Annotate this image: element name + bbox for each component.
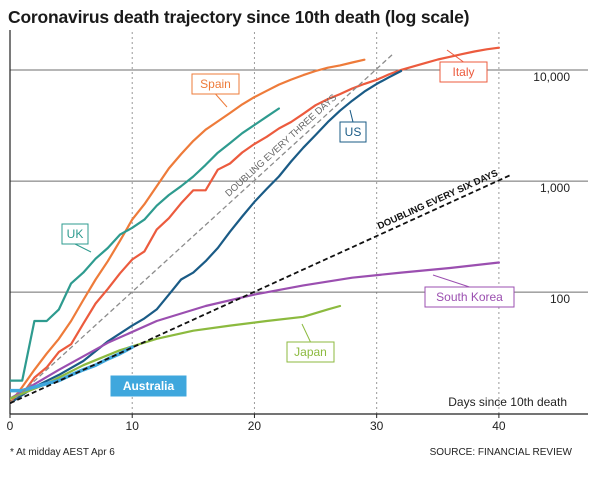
callout-label-us: US xyxy=(345,125,362,139)
callout-label-australia: Australia xyxy=(123,379,175,393)
series-line-japan xyxy=(10,304,342,400)
callout-leader-spain xyxy=(215,93,228,108)
callout-box-japan xyxy=(286,341,335,363)
y-tick-label: 100 xyxy=(550,292,570,306)
callout-leader-italy xyxy=(446,49,464,63)
reference-line-six-days xyxy=(9,173,512,405)
callout-box-italy xyxy=(439,61,488,83)
callout-label-south-korea: South Korea xyxy=(436,290,503,304)
callout-label-italy: Italy xyxy=(452,65,474,79)
callout-box-us xyxy=(339,121,367,143)
x-tick-label: 30 xyxy=(370,419,384,433)
callout-leader-uk xyxy=(74,243,92,253)
x-tick-label: 10 xyxy=(126,419,140,433)
y-tick-label: 1,000 xyxy=(540,181,570,195)
callout-leader-south-korea xyxy=(432,274,470,288)
reference-label-six-days: DOUBLING EVERY SIX DAYS xyxy=(376,168,500,232)
callout-label-spain: Spain xyxy=(200,77,231,91)
x-tick-label: 40 xyxy=(492,419,506,433)
series-line-uk xyxy=(10,107,280,382)
chart-title: Coronavirus death trajectory since 10th … xyxy=(8,7,470,27)
source-credit: SOURCE: FINANCIAL REVIEW xyxy=(429,447,572,458)
callout-label-uk: UK xyxy=(67,227,84,241)
callout-label-japan: Japan xyxy=(294,345,327,359)
reference-line-three-days xyxy=(9,52,395,404)
x-tick-label: 0 xyxy=(7,419,14,433)
x-axis-title: Days since 10th death xyxy=(448,395,567,409)
callout-box-uk xyxy=(61,223,89,245)
footnote: * At midday AEST Apr 6 xyxy=(10,447,115,458)
callout-box-south-korea xyxy=(424,286,515,308)
callout-leader-japan xyxy=(301,323,311,343)
reference-label-three-days: DOUBLING EVERY THREE DAYS xyxy=(223,92,339,199)
series-line-italy xyxy=(10,46,500,405)
callout-leader-us xyxy=(349,109,354,123)
series-line-us xyxy=(10,69,403,405)
callout-box-australia xyxy=(110,375,187,397)
series-line-south-korea xyxy=(10,261,500,400)
series-line-spain xyxy=(10,58,366,405)
callout-box-spain xyxy=(191,73,240,95)
y-tick-label: 10,000 xyxy=(533,70,570,84)
x-tick-label: 20 xyxy=(248,419,262,433)
